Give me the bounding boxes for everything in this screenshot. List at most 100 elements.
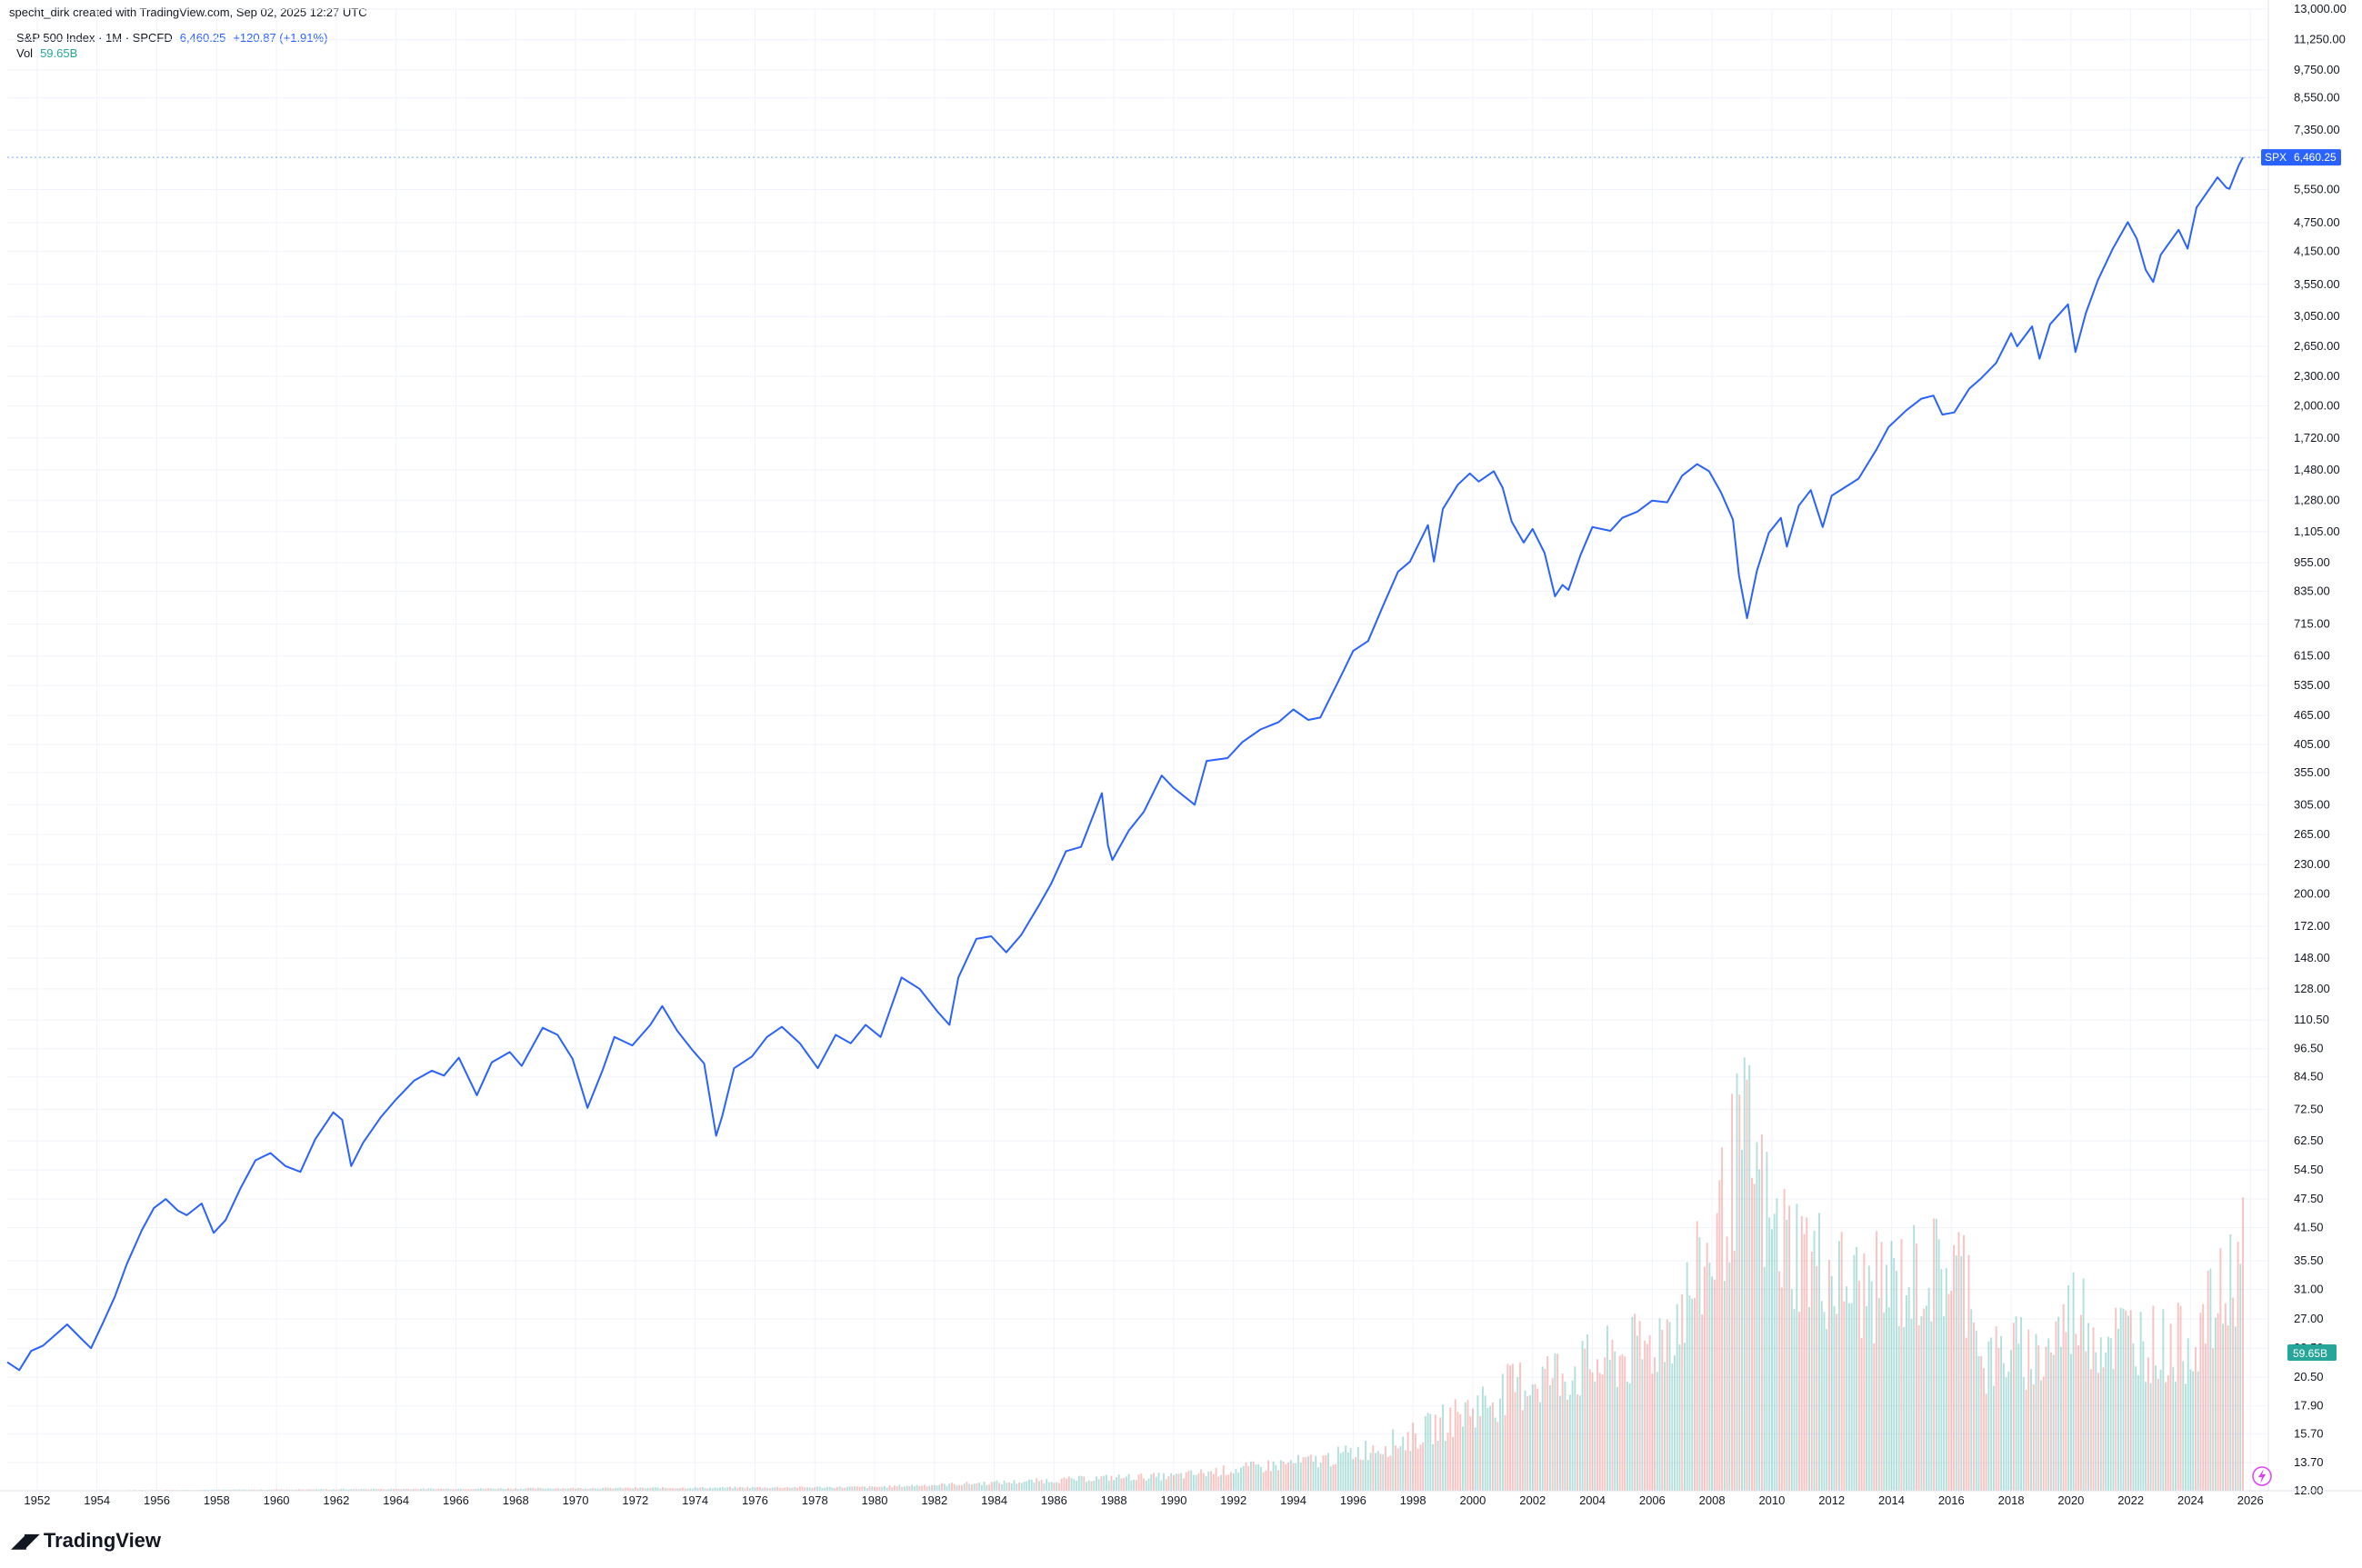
volume-bar <box>1681 1293 1684 1491</box>
y-tick-label: 1,280.00 <box>2294 494 2340 507</box>
volume-bar <box>1442 1404 1445 1491</box>
volume-bar <box>447 1488 450 1491</box>
volume-bar <box>619 1487 622 1491</box>
volume-bar <box>363 1489 365 1491</box>
y-tick-label: 31.00 <box>2294 1283 2324 1296</box>
volume-bar <box>1953 1244 1955 1491</box>
volume-bar <box>1375 1453 1376 1491</box>
lightning-icon[interactable] <box>2252 1466 2272 1486</box>
volume-bar <box>941 1483 943 1491</box>
time-axis[interactable]: 1952 1954 1956 1958 1960 1962 1964 1966 1968 1970… <box>0 1490 2362 1507</box>
volume-bar <box>754 1487 756 1491</box>
volume-bar <box>1945 1267 1947 1491</box>
volume-bar <box>798 1486 801 1491</box>
volume-bar <box>1867 1265 1870 1491</box>
volume-bar <box>1644 1340 1646 1491</box>
volume-bar <box>255 1489 258 1491</box>
volume-bar <box>1452 1436 1454 1491</box>
volume-bar <box>479 1488 482 1491</box>
volume-bar <box>1063 1477 1066 1491</box>
volume-bar <box>801 1486 804 1491</box>
volume-bar <box>2119 1307 2122 1491</box>
volume-bar <box>1167 1476 1170 1491</box>
volume-bar <box>532 1487 535 1491</box>
volume-bar <box>1265 1470 1267 1491</box>
y-tick-label: 96.50 <box>2294 1042 2324 1055</box>
volume-bar <box>1285 1463 1287 1491</box>
volume-bar <box>1773 1213 1776 1491</box>
y-tick-label: 1,105.00 <box>2294 524 2340 538</box>
x-tick-label: 1952 <box>24 1493 50 1507</box>
price-axis[interactable]: 12.0013.7015.7017.9020.5023.5027.0031.00… <box>2267 0 2347 1497</box>
volume-bar <box>1943 1316 1946 1491</box>
volume-bar <box>2232 1297 2235 1491</box>
volume-bar <box>1083 1476 1086 1491</box>
y-tick-label: 230.00 <box>2294 857 2330 871</box>
volume-bar <box>808 1487 811 1491</box>
volume-bar <box>1886 1264 1887 1491</box>
volume-bar <box>729 1486 731 1491</box>
legend-vol-label[interactable]: Vol <box>16 46 34 60</box>
volume-bar <box>963 1483 966 1491</box>
x-tick-label: 1984 <box>981 1493 1007 1507</box>
volume-bar <box>1267 1460 1270 1491</box>
price-line <box>6 156 2244 1372</box>
volume-bar <box>1578 1395 1581 1491</box>
y-tick-label: 13,000.00 <box>2294 2 2347 15</box>
volume-bar <box>1220 1474 1223 1491</box>
legend-symbol[interactable]: S&P 500 Index · 1M · SPCFD <box>16 31 173 45</box>
volume-bar <box>1800 1216 1803 1491</box>
volume-bar <box>330 1489 333 1491</box>
volume-bar <box>671 1488 674 1491</box>
volume-bar <box>1676 1303 1678 1491</box>
volume-bar <box>576 1487 579 1491</box>
volume-bar <box>706 1488 709 1491</box>
volume-bar <box>517 1489 519 1491</box>
volume-bar <box>335 1489 337 1491</box>
volume-bar <box>2015 1316 2017 1491</box>
volume-bar <box>432 1488 435 1491</box>
volume-bar <box>1803 1233 1806 1491</box>
tradingview-brand-text: TradingView <box>43 1529 162 1552</box>
volume-bar <box>788 1487 791 1491</box>
volume-bar <box>475 1488 477 1491</box>
volume-bar <box>2162 1309 2165 1491</box>
volume-bar <box>287 1489 290 1491</box>
volume-bar <box>871 1486 874 1491</box>
volume-bar <box>848 1486 851 1491</box>
volume-bar <box>2020 1317 2023 1491</box>
volume-bar <box>748 1488 751 1491</box>
volume-bar <box>2022 1376 2025 1491</box>
y-tick-label: 35.50 <box>2294 1253 2324 1267</box>
volume-bar <box>1163 1473 1165 1491</box>
volume-bar <box>469 1489 472 1491</box>
volume-bar <box>1611 1339 1614 1491</box>
volume-bar <box>1913 1224 1916 1491</box>
volume-bar <box>1927 1287 1930 1491</box>
y-tick-label: 2,000.00 <box>2294 399 2340 413</box>
volume-bar <box>1524 1390 1526 1491</box>
volume-bar <box>1202 1473 1205 1491</box>
volume-bar <box>1484 1395 1486 1491</box>
volume-bar <box>2129 1310 2132 1491</box>
volume-bar <box>2227 1325 2229 1491</box>
volume-bar <box>796 1487 798 1491</box>
volume-bar <box>1930 1321 1933 1491</box>
y-tick-label: 128.00 <box>2294 982 2330 995</box>
volume-bar <box>866 1487 868 1491</box>
volume-bar <box>711 1488 714 1491</box>
tradingview-logo[interactable]: ◢◤ TradingView <box>11 1529 161 1553</box>
volume-bar <box>2202 1303 2205 1491</box>
volume-bar <box>526 1488 529 1491</box>
volume-bar <box>1170 1473 1173 1491</box>
volume-bar <box>2125 1310 2127 1491</box>
x-tick-label: 2024 <box>2177 1493 2204 1507</box>
volume-bar <box>1217 1476 1220 1491</box>
volume-bar <box>1476 1395 1479 1491</box>
volume-bar <box>1616 1386 1618 1491</box>
volume-bar <box>1096 1476 1097 1491</box>
volume-bar <box>2212 1348 2215 1491</box>
y-tick-label: 54.50 <box>2294 1163 2324 1176</box>
y-tick-label: 200.00 <box>2294 887 2330 901</box>
